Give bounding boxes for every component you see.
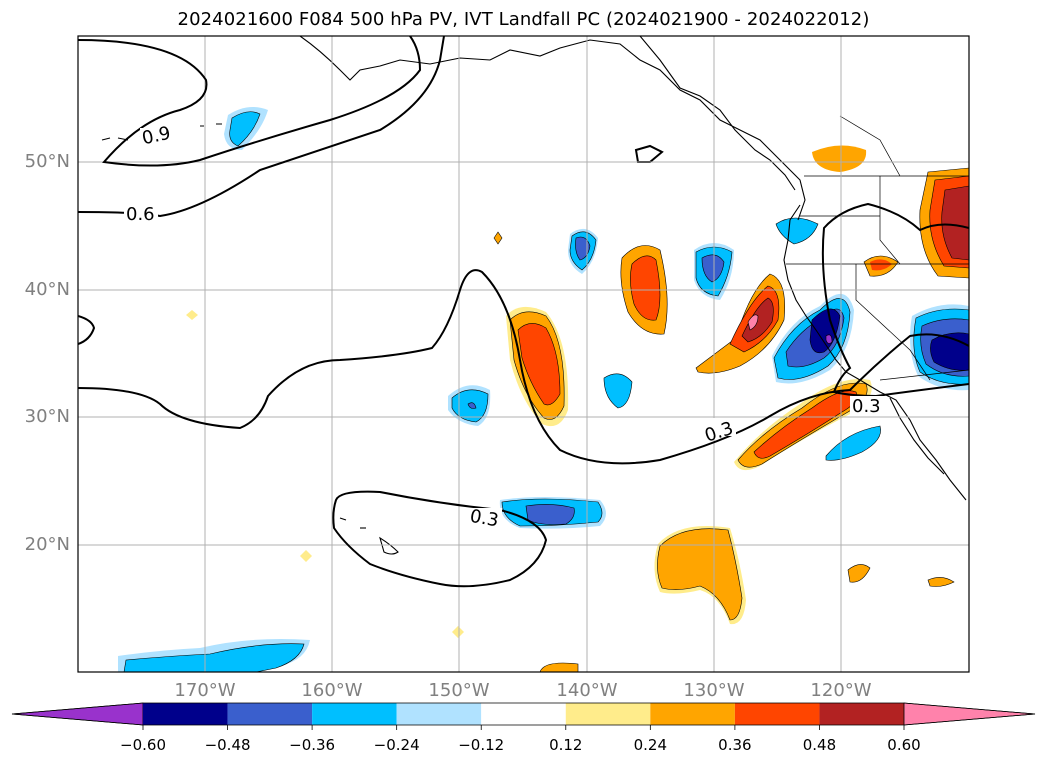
contour-0-9: [78, 36, 422, 167]
colorbar-tick-label: 0.48: [802, 736, 837, 754]
colorbar-tick-label: −0.60: [120, 736, 166, 754]
colorbar-segment: [312, 703, 397, 725]
shading-layer: [118, 106, 969, 672]
contour-left-loop: [78, 315, 96, 345]
border-mexico: [879, 369, 969, 381]
shade-blob: [847, 564, 871, 583]
colorbar-tick-label: −0.48: [204, 736, 251, 754]
colorbar-extend-high: [903, 702, 1036, 726]
shade-blob: [870, 259, 892, 271]
shade-blob: [525, 504, 575, 525]
lat-label-40n: 40°N: [24, 279, 70, 300]
lon-label-130w: 130°W: [683, 680, 745, 701]
contour-0-3-right: [821, 202, 969, 398]
contour-0-3-hawaii: [332, 490, 548, 588]
map-frame: [77, 35, 970, 673]
state-borders: [786, 115, 969, 381]
lon-label-160w: 160°W: [301, 680, 363, 701]
colorbar-segment: [650, 703, 735, 725]
gridlines: [78, 36, 969, 672]
colorbar-segment: [819, 703, 904, 725]
shade-blob: [300, 550, 312, 562]
colorbar-segment: [396, 703, 482, 725]
shade-blob: [825, 334, 833, 344]
shade-blob: [467, 402, 477, 409]
border-id: [879, 176, 901, 265]
shade-blob: [539, 662, 579, 672]
contour-label: 0.6: [126, 204, 155, 225]
shade-blob: [603, 373, 633, 409]
lat-label-50n: 50°N: [24, 151, 70, 172]
contour-0-3-main: [78, 269, 969, 465]
contour-label: 0.9: [140, 123, 172, 149]
coast-alaska: [299, 36, 806, 221]
border-bc-ab: [839, 115, 901, 177]
colorbar-extend-low: [11, 702, 144, 726]
plot-title: 2024021600 F084 500 hPa PV, IVT Landfall…: [177, 9, 870, 30]
lat-label-30n: 30°N: [24, 406, 70, 427]
shade-blob: [123, 643, 305, 672]
colorbar-tick-label: −0.12: [458, 736, 505, 754]
shade-blob: [941, 185, 969, 261]
shade-blob: [825, 425, 881, 461]
border-nv-ca: [855, 264, 931, 381]
shade-blob: [657, 528, 743, 621]
contour-label: 0.3: [468, 506, 500, 532]
colorbar: [11, 702, 1036, 730]
shade-blob: [747, 314, 759, 331]
coast-bc: [639, 36, 796, 191]
shade-blob: [630, 255, 661, 321]
shade-blob: [775, 217, 819, 245]
lon-label-150w: 150°W: [428, 680, 490, 701]
contour-label: 0.3: [852, 396, 881, 417]
lat-label-20n: 20°N: [24, 534, 70, 555]
colorbar-tick-label: −0.36: [289, 736, 336, 754]
colorbar-tick-label: 0.12: [549, 736, 583, 754]
island-hawaii-3: [339, 517, 347, 521]
shade-blob: [493, 231, 503, 245]
colorbar-segment: [481, 703, 566, 725]
colorbar-segment: [143, 703, 228, 725]
lon-label-120w: 120°W: [810, 680, 872, 701]
shade-blob: [229, 111, 261, 147]
colorbar-segment: [734, 703, 820, 725]
lon-label-170w: 170°W: [174, 680, 236, 701]
colorbar-segment: [565, 703, 651, 725]
shade-blob: [927, 577, 955, 587]
island-small: [634, 144, 664, 163]
shade-blob: [809, 308, 841, 354]
coast-baja: [889, 397, 945, 475]
colorbar-tick-label: 0.36: [718, 736, 752, 754]
colorbar-tick-label: 0.60: [887, 736, 921, 754]
colorbar-tick-label: 0.24: [633, 736, 668, 754]
shade-blob: [812, 145, 867, 172]
shade-blob: [186, 310, 198, 320]
map-area: [78, 36, 969, 672]
shade-blob: [517, 323, 561, 406]
coast-westcoast: [783, 204, 967, 501]
colorbar-tick-label: −0.24: [373, 736, 420, 754]
island-hawaii-1: [379, 536, 399, 555]
colorbar-segment: [227, 703, 313, 725]
shade-blob: [452, 626, 464, 638]
lon-label-140w: 140°W: [556, 680, 618, 701]
contour-label-group: 0.9 0.6 0.3 0.3 0.3: [124, 123, 884, 532]
